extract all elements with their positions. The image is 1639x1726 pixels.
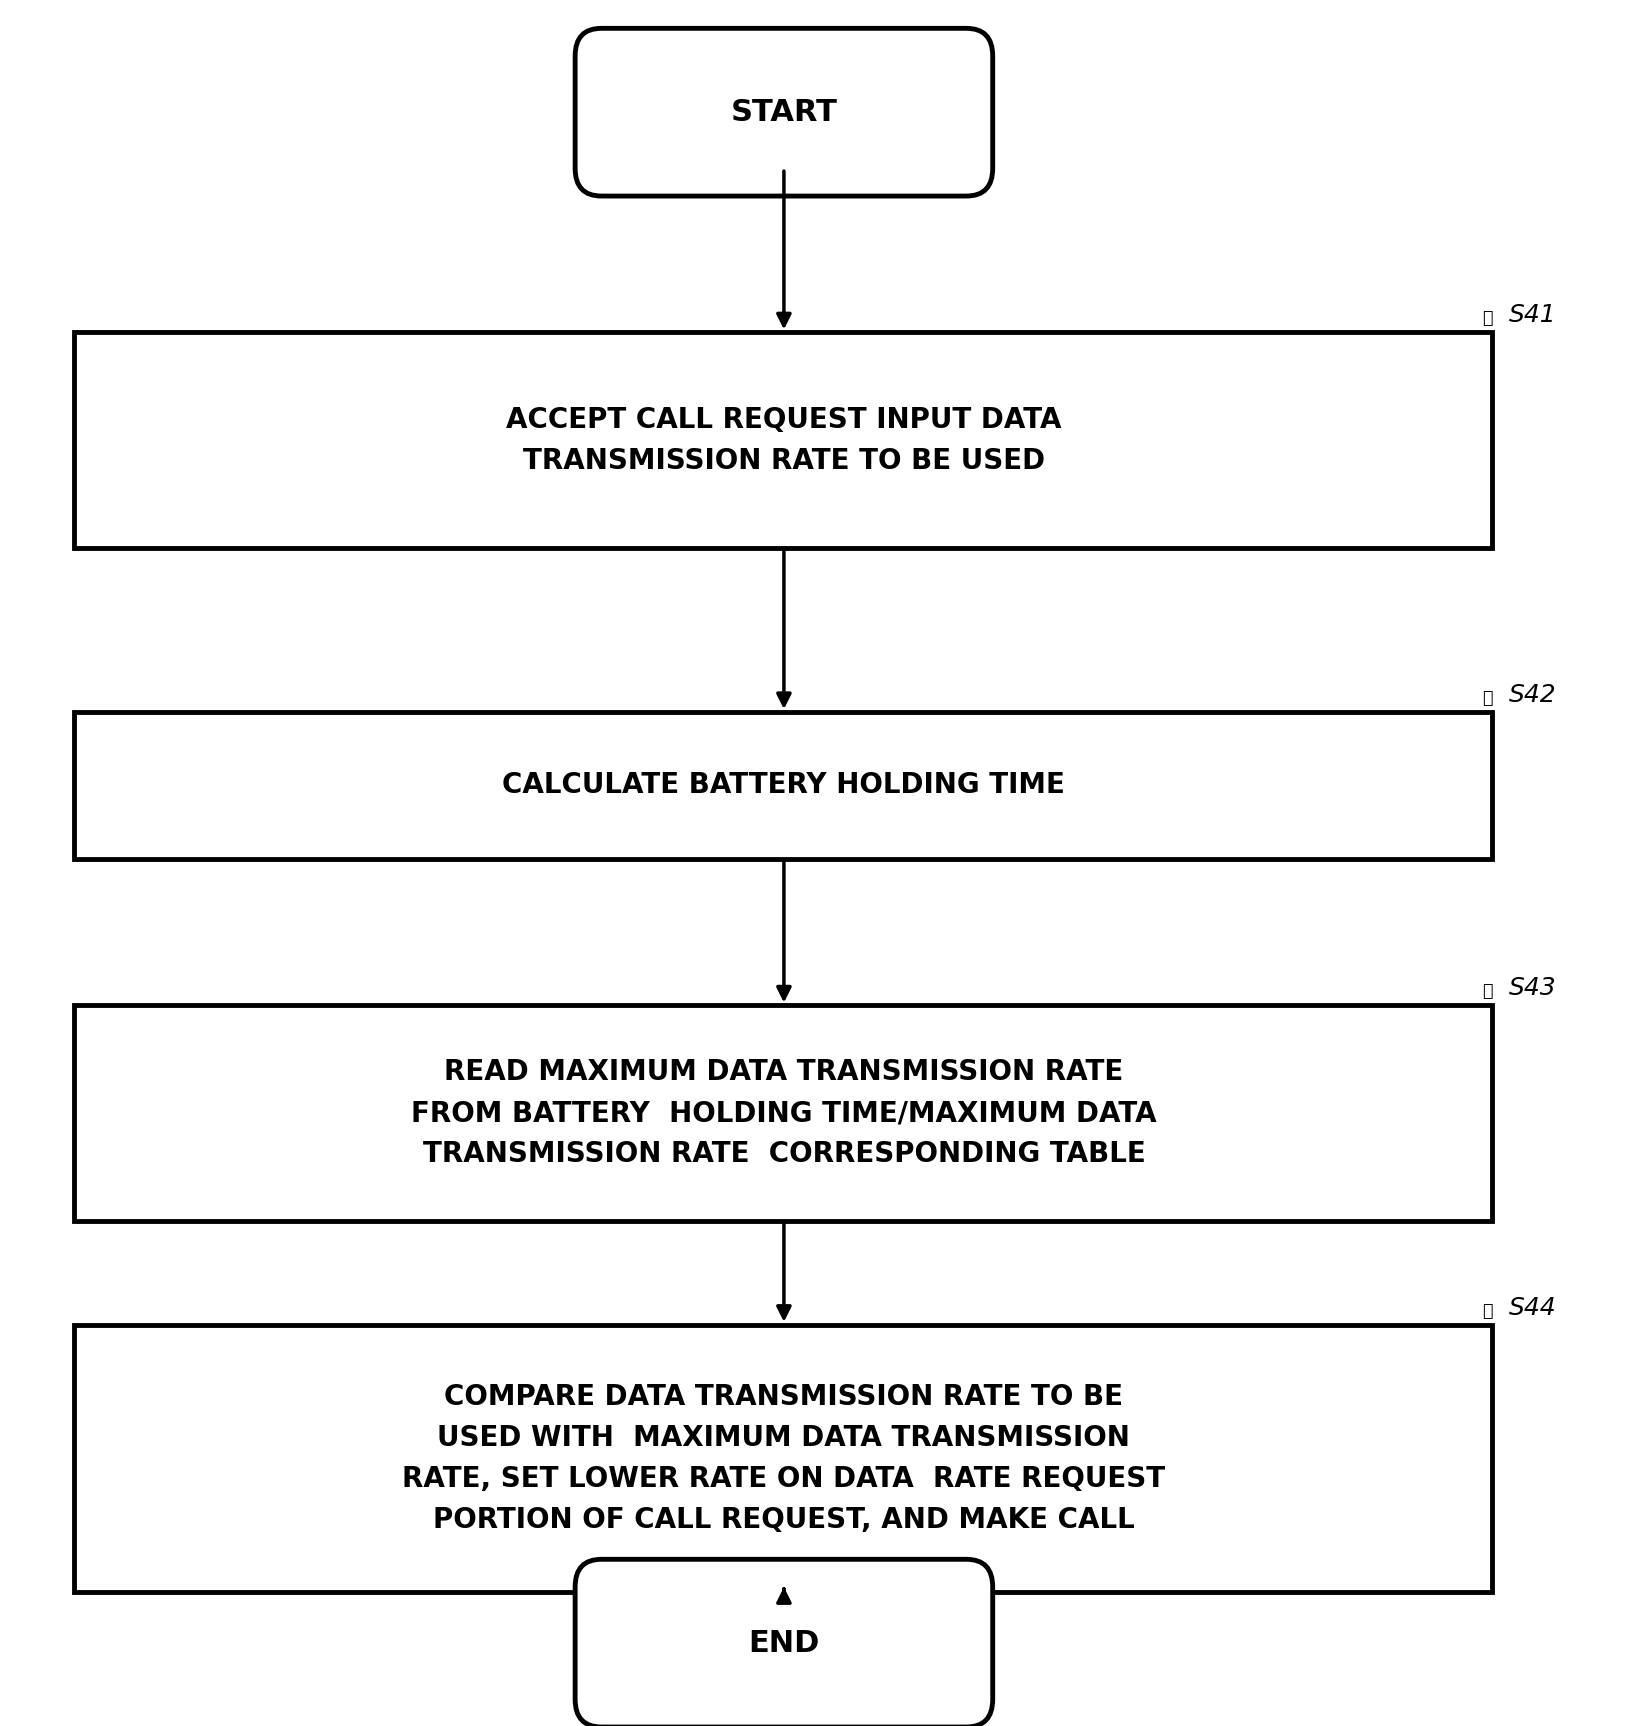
Bar (74, 1005, 1491, 1222)
Text: S44: S44 (1508, 1296, 1555, 1320)
Text: COMPARE DATA TRANSMISSION RATE TO BE
USED WITH  MAXIMUM DATA TRANSMISSION
RATE, : COMPARE DATA TRANSMISSION RATE TO BE USE… (402, 1383, 1165, 1534)
Text: END: END (747, 1629, 820, 1657)
Bar (74, 1326, 1491, 1591)
Bar (74, 333, 1491, 549)
Text: S43: S43 (1508, 977, 1555, 1001)
Bar (74, 713, 1491, 860)
Text: S41: S41 (1508, 304, 1555, 328)
Text: READ MAXIMUM DATA TRANSMISSION RATE
FROM BATTERY  HOLDING TIME/MAXIMUM DATA
TRAN: READ MAXIMUM DATA TRANSMISSION RATE FROM… (411, 1058, 1155, 1169)
Text: ⎱: ⎱ (1482, 1301, 1491, 1320)
FancyBboxPatch shape (575, 28, 992, 197)
Text: START: START (729, 98, 838, 126)
Text: ⎱: ⎱ (1482, 689, 1491, 708)
Text: ⎱: ⎱ (1482, 982, 1491, 1001)
Text: ACCEPT CALL REQUEST INPUT DATA
TRANSMISSION RATE TO BE USED: ACCEPT CALL REQUEST INPUT DATA TRANSMISS… (506, 406, 1060, 475)
Text: CALCULATE BATTERY HOLDING TIME: CALCULATE BATTERY HOLDING TIME (502, 772, 1065, 799)
Text: S42: S42 (1508, 683, 1555, 708)
FancyBboxPatch shape (575, 1559, 992, 1726)
Text: ⎱: ⎱ (1482, 309, 1491, 328)
